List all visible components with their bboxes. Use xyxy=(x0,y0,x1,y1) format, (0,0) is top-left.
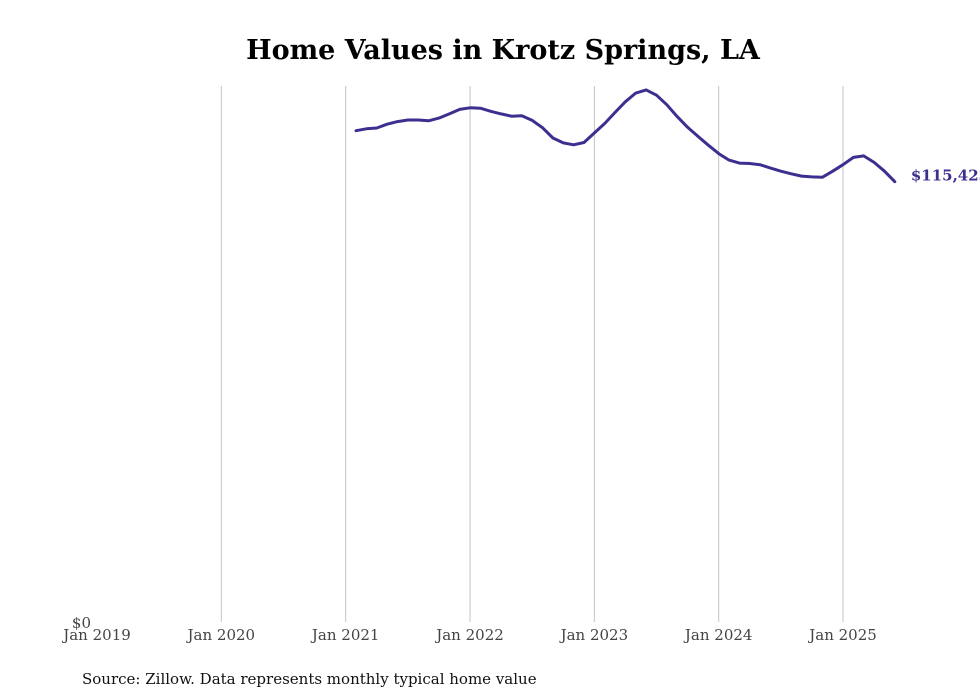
series-layer: $115,423 xyxy=(354,88,980,185)
gridlines xyxy=(220,86,844,622)
end-value-label: $115,423 xyxy=(911,167,980,185)
x-tick-label: Jan 2024 xyxy=(683,626,753,644)
chart-title: Home Values in Krotz Springs, LA xyxy=(246,35,761,66)
y-tick-label: $0 xyxy=(72,614,91,632)
x-tick-label: Jan 2025 xyxy=(807,626,877,644)
x-tick-label: Jan 2023 xyxy=(559,626,629,644)
source-note: Source: Zillow. Data represents monthly … xyxy=(82,670,537,688)
x-tick-label: Jan 2020 xyxy=(186,626,256,644)
series-line xyxy=(354,88,897,184)
x-tick-label: Jan 2021 xyxy=(310,626,380,644)
x-tick-label: Jan 2022 xyxy=(434,626,504,644)
x-axis-ticks: Jan 2019 Jan 2020 Jan 2021 Jan 2022 Jan 2023… xyxy=(61,626,877,644)
y-axis-ticks: $0 xyxy=(72,614,91,632)
x-tick-label: Jan 2019 xyxy=(61,626,131,644)
